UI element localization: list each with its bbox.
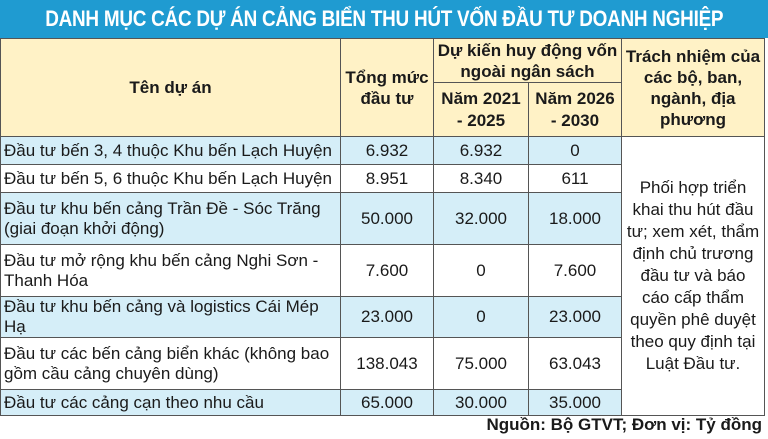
cell-period2: 35.000 <box>528 389 622 416</box>
cell-period2: 23.000 <box>528 296 622 338</box>
table-row: Đầu tư bến 5, 6 thuộc Khu bến Lạch Huyện… <box>0 164 765 193</box>
table-row: Đầu tư mở rộng khu bến cảng Nghi Sơn - T… <box>0 244 765 297</box>
cell-period1: 75.000 <box>433 337 529 390</box>
table-row: Đầu tư các cảng cạn theo nhu cầu 65.000 … <box>0 389 765 416</box>
table-row: Đầu tư bến 3, 4 thuộc Khu bến Lạch Huyện… <box>0 136 765 416</box>
cell-total: 6.932 <box>340 136 434 165</box>
cell-total: 7.600 <box>340 244 434 297</box>
projects-table: Tên dự án Tổng mức đầu tư Dự kiến huy độ… <box>0 38 765 416</box>
cell-project-name: Đầu tư khu bến cảng và logistics Cái Mép… <box>0 296 341 338</box>
table-row: Đầu tư khu bến cảng Trần Đề - Sóc Trăng … <box>0 192 765 245</box>
cell-period2: 63.043 <box>528 337 622 390</box>
source-note: Nguồn: Bộ GTVT; Đơn vị: Tỷ đồng <box>486 415 762 434</box>
cell-project-name: Đầu tư các bến cảng biển khác (không bao… <box>0 337 341 390</box>
cell-total: 8.951 <box>340 164 434 193</box>
title-banner: DANH MỤC CÁC DỰ ÁN CẢNG BIỂN THU HÚT VỐN… <box>0 0 768 38</box>
cell-period2: 611 <box>528 164 622 193</box>
table-row: Đầu tư các bến cảng biển khác (không bao… <box>0 337 765 390</box>
page-title: DANH MỤC CÁC DỰ ÁN CẢNG BIỂN THU HÚT VỐN… <box>44 6 724 31</box>
cell-project-name: Đầu tư bến 5, 6 thuộc Khu bến Lạch Huyện <box>0 164 341 193</box>
cell-total: 50.000 <box>340 192 434 245</box>
cell-project-name: Đầu tư mở rộng khu bến cảng Nghi Sơn - T… <box>0 244 341 297</box>
cell-period1: 32.000 <box>433 192 529 245</box>
cell-project-name: Đầu tư khu bến cảng Trần Đề - Sóc Trăng … <box>0 192 341 245</box>
header-project-name: Tên dự án <box>0 38 341 137</box>
cell-period1: 8.340 <box>433 164 529 193</box>
header-period-2021-2025: Năm 2021 - 2025 <box>433 82 529 137</box>
header-period-2026-2030: Năm 2026 - 2030 <box>528 82 622 137</box>
cell-total: 65.000 <box>340 389 434 416</box>
cell-period1: 0 <box>433 244 529 297</box>
cell-period1: 30.000 <box>433 389 529 416</box>
cell-period2: 0 <box>528 136 622 165</box>
cell-period1: 0 <box>433 296 529 338</box>
cell-period2: 18.000 <box>528 192 622 245</box>
cell-project-name: Đầu tư các cảng cạn theo nhu cầu <box>0 389 341 416</box>
cell-total: 138.043 <box>340 337 434 390</box>
cell-period1: 6.932 <box>433 136 529 165</box>
cell-project-name: Đầu tư bến 3, 4 thuộc Khu bến Lạch Huyện <box>0 136 341 165</box>
cell-total: 23.000 <box>340 296 434 338</box>
cell-period2: 7.600 <box>528 244 622 297</box>
header-mobilized-capital: Dự kiến huy động vốn ngoài ngân sách <box>433 38 622 83</box>
header-total-investment: Tổng mức đầu tư <box>340 38 434 137</box>
table-row: Đầu tư khu bến cảng và logistics Cái Mép… <box>0 296 765 338</box>
cell-responsibility: Phối hợp triển khai thu hút đầu tư; xem … <box>621 136 765 416</box>
header-responsibility: Trách nhiệm của các bộ, ban, ngành, địa … <box>621 38 765 137</box>
